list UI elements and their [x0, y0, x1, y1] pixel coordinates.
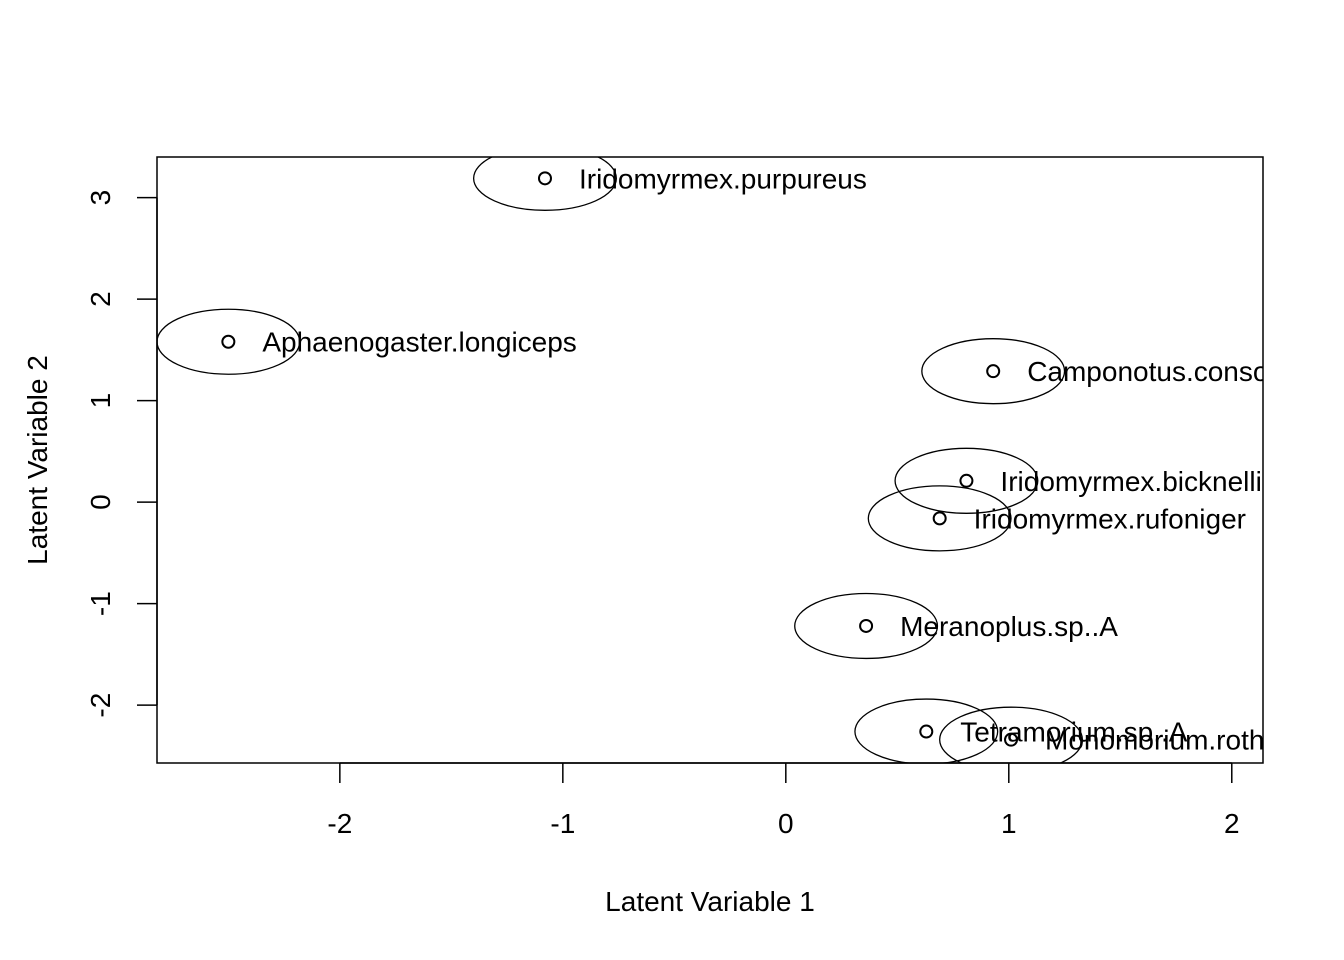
data-points [221, 171, 1019, 747]
y-tick-label: 3 [85, 190, 116, 206]
point-labels: Iridomyrmex.purpureus Aphaenogaster.longi… [262, 163, 1344, 756]
point-label: Iridomyrmex.purpureus [579, 163, 867, 194]
plot-box [156, 156, 1264, 764]
x-tick-label: -2 [327, 808, 352, 839]
data-point [537, 171, 552, 186]
data-point [1004, 732, 1019, 747]
x-tick-label: 0 [778, 808, 794, 839]
y-tick-label: 0 [85, 494, 116, 510]
confidence-ellipse [794, 592, 939, 660]
y-tick-label: -1 [85, 591, 116, 616]
confidence-ellipse [921, 338, 1066, 405]
confidence-ellipse [894, 447, 1039, 514]
point-label: Camponotus.consobrinus [1027, 356, 1344, 387]
data-point [959, 473, 974, 488]
data-point [932, 511, 947, 526]
confidence-ellipses [157, 157, 1084, 763]
point-label: Aphaenogaster.longiceps [262, 327, 576, 358]
confidence-ellipse [473, 157, 617, 211]
point-label: Meranoplus.sp..A [900, 611, 1118, 642]
confidence-ellipse [939, 706, 1084, 763]
confidence-ellipse [157, 308, 301, 375]
y-axis: -2 -1 0 1 2 3 [85, 190, 158, 718]
x-axis: -2 -1 0 1 2 [327, 762, 1240, 839]
y-axis-label: Latent Variable 2 [22, 355, 53, 565]
y-tick-label: 1 [85, 393, 116, 409]
point-label: Tetramorium.sp..A [960, 717, 1187, 748]
data-point [986, 364, 1001, 379]
confidence-ellipse [867, 485, 1012, 552]
point-label: Monomorium.rothsteini [1045, 725, 1330, 756]
y-tick-label: 2 [85, 291, 116, 307]
x-tick-label: -1 [550, 808, 575, 839]
data-point [919, 724, 934, 739]
data-point [221, 334, 236, 349]
x-tick-label: 1 [1001, 808, 1017, 839]
point-label: Iridomyrmex.bicknelli [1000, 466, 1261, 497]
x-axis-label: Latent Variable 1 [605, 886, 815, 917]
data-point [859, 618, 874, 633]
x-tick-label: 2 [1224, 808, 1240, 839]
y-tick-label: -2 [85, 693, 116, 718]
confidence-ellipse [854, 698, 999, 763]
point-label: Iridomyrmex.rufoniger [974, 503, 1246, 534]
